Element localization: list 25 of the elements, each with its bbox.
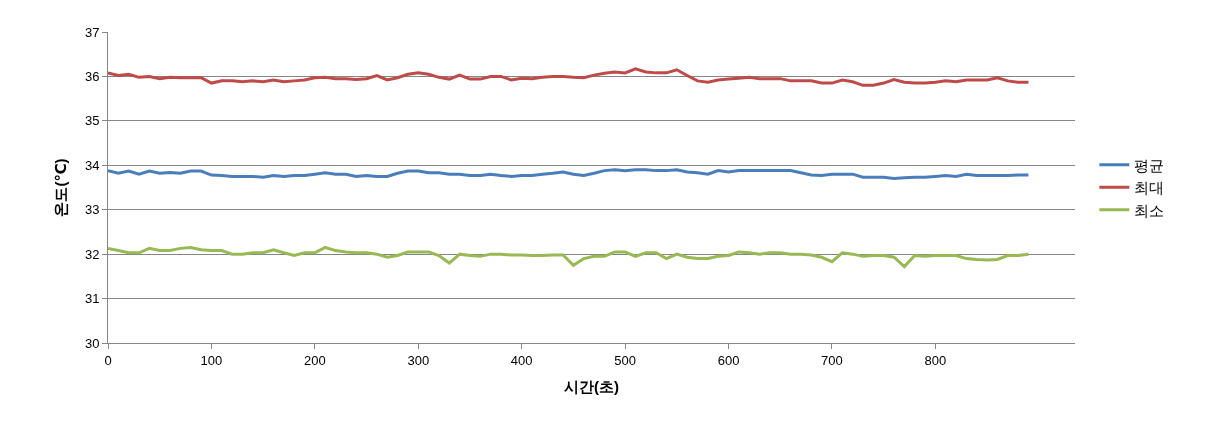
y-tick-label: 35 xyxy=(84,113,100,129)
y-tick-label: 31 xyxy=(84,291,100,307)
x-tick-label: 800 xyxy=(924,352,947,368)
x-tick-label: 100 xyxy=(200,352,223,368)
x-tick-label: 700 xyxy=(821,352,843,368)
legend-label: 최소 xyxy=(1134,201,1165,219)
y-tick-label: 32 xyxy=(84,246,100,262)
x-axis-title: 시간(초) xyxy=(564,377,619,395)
y-axis-title: 온도(℃) xyxy=(52,158,70,217)
y-tick-label: 36 xyxy=(84,68,100,84)
x-tick-label: 500 xyxy=(614,352,636,368)
y-tick-label: 34 xyxy=(84,157,100,173)
x-tick-label: 300 xyxy=(407,352,430,368)
y-tick-label: 37 xyxy=(84,24,100,40)
x-tick-label: 600 xyxy=(717,352,740,368)
legend-label: 평균 xyxy=(1134,156,1165,174)
legend-label: 최대 xyxy=(1134,179,1165,197)
y-tick-label: 30 xyxy=(84,335,100,351)
x-tick-label: 400 xyxy=(510,352,533,368)
line-series xyxy=(108,67,1030,87)
x-tick-label: 200 xyxy=(303,352,326,368)
line-series xyxy=(108,245,1030,269)
x-tick-label: 0 xyxy=(104,352,112,368)
y-tick-label: 33 xyxy=(84,202,100,218)
line-series xyxy=(108,168,1030,181)
